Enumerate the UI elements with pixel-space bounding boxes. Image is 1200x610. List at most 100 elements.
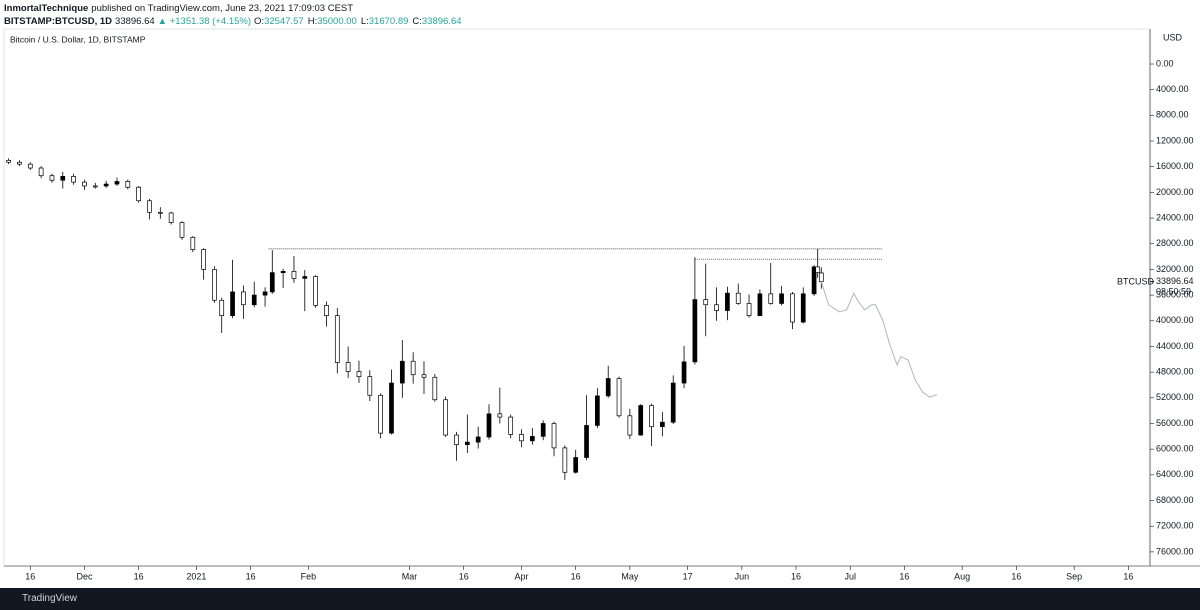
candle-body [136, 186, 141, 202]
x-tick-label: Mar [402, 571, 418, 581]
candle-body [508, 416, 514, 435]
candle-body [746, 303, 752, 317]
x-tick-label: Dec [76, 571, 93, 581]
projection-line [820, 281, 938, 398]
candle-body [190, 236, 196, 250]
candle-body [486, 413, 492, 438]
candle-body [725, 292, 730, 311]
candle-body [616, 378, 622, 417]
last-price-label: 33896.64 [1156, 276, 1194, 286]
candle-body [212, 269, 217, 301]
candle-body [168, 212, 174, 223]
candle-body [800, 293, 806, 323]
candle-body [627, 415, 633, 436]
candle-body [27, 163, 33, 169]
ohlc-label: H: [307, 16, 318, 27]
candle-body [464, 441, 470, 446]
candle-body [497, 413, 503, 418]
published: published on TradingView.com, June 23, 2… [91, 3, 354, 14]
candle-body [324, 305, 329, 317]
candle-body [735, 292, 741, 304]
y-tick-label: 36000.00 [1156, 289, 1194, 299]
x-tick-label: 17 [683, 571, 693, 581]
candle-body [811, 266, 817, 295]
candle-body [410, 360, 416, 376]
candle-body [443, 399, 449, 436]
countdown: 08:50:59 [1156, 286, 1191, 296]
ohlc-value: 31670.89 [368, 16, 409, 27]
candle-body [334, 315, 340, 363]
candle-body [649, 405, 654, 428]
y-tick-label: 64000.00 [1156, 469, 1194, 479]
y-tick-label: 52000.00 [1156, 392, 1194, 402]
candle-body [692, 299, 698, 363]
candle-body [17, 161, 22, 165]
ohlc-value: 35000.00 [317, 16, 357, 27]
candle-body [681, 361, 687, 384]
candle-body [584, 425, 589, 458]
x-tick-label: 16 [1123, 571, 1133, 581]
y-tick-label: 4000.00 [1156, 84, 1189, 94]
candle-body [230, 291, 235, 317]
candle-body [551, 423, 557, 449]
candle-body [475, 436, 481, 443]
footer: TradingView [0, 588, 1200, 610]
chart: Bitcoin / U.S. Dollar, 1D, BITSTAMP USD … [3, 28, 1200, 581]
publish-line: InmortalTechnique published on TradingVie… [4, 2, 469, 15]
candle-body [595, 395, 600, 426]
candle-body [454, 434, 459, 446]
ohlc-value: 32547.57 [264, 16, 304, 27]
change: ▲ +1351.38 (+4.15%) [157, 16, 252, 27]
candle-body [421, 374, 427, 378]
candle-body [714, 304, 719, 311]
candle-body [779, 293, 784, 304]
candle-body [179, 222, 185, 238]
y-tick-label: 40000.00 [1156, 315, 1194, 325]
x-tick-label: 16 [899, 571, 909, 581]
candle-body [157, 211, 163, 214]
y-tick-label: 68000.00 [1156, 495, 1194, 505]
candle-body [71, 176, 76, 183]
candle-body [291, 271, 297, 279]
candle-body [660, 421, 665, 428]
candle-body [125, 181, 131, 188]
x-tick-label: 16 [25, 571, 35, 581]
y-tick-label: 76000.00 [1156, 546, 1194, 556]
candle-body [399, 360, 405, 384]
candle-body [757, 293, 763, 317]
candle-body [302, 276, 308, 279]
symbol-line: BITSTAMP:BTCUSD, 1D 33896.64 ▲ +1351.38 (+… [4, 15, 469, 28]
candle-body [38, 167, 44, 177]
candle-body [818, 272, 824, 282]
y-tick-label: 8000.00 [1156, 110, 1189, 120]
y-tick-label: 72000.00 [1156, 521, 1194, 531]
candle-body [367, 376, 373, 396]
x-tick-label: Sep [1066, 571, 1082, 581]
author: InmortalTechnique [4, 3, 89, 14]
candle-body [378, 394, 383, 434]
y-tick-label: 60000.00 [1156, 444, 1194, 454]
symbol: BITSTAMP:BTCUSD, 1D [4, 16, 113, 27]
candle-body [313, 276, 318, 306]
x-tick-label: 16 [459, 571, 469, 581]
candle-body [147, 200, 152, 213]
candle-body [241, 291, 246, 306]
candle-body [201, 249, 207, 270]
ohlc: O:32547.57 H:35000.00 L:31670.89 C:33896.64 [254, 16, 465, 27]
candle-body [790, 293, 795, 323]
header: InmortalTechnique published on TradingVie… [4, 2, 469, 28]
ohlc-label: O: [254, 16, 265, 27]
y-tick-label: 12000.00 [1156, 135, 1194, 145]
ohlc-label: L: [360, 16, 369, 27]
y-tick-label: 24000.00 [1156, 212, 1194, 222]
x-tick-label: 16 [1011, 571, 1021, 581]
x-tick-label: 16 [134, 571, 144, 581]
candle-body [432, 376, 438, 401]
x-tick-label: Feb [301, 571, 317, 581]
y-tick-label: 20000.00 [1156, 187, 1194, 197]
candle-body [103, 183, 109, 187]
candle-body [530, 435, 535, 442]
x-tick-label: 16 [246, 571, 256, 581]
candle-body [345, 362, 351, 372]
candle-body [605, 378, 611, 397]
